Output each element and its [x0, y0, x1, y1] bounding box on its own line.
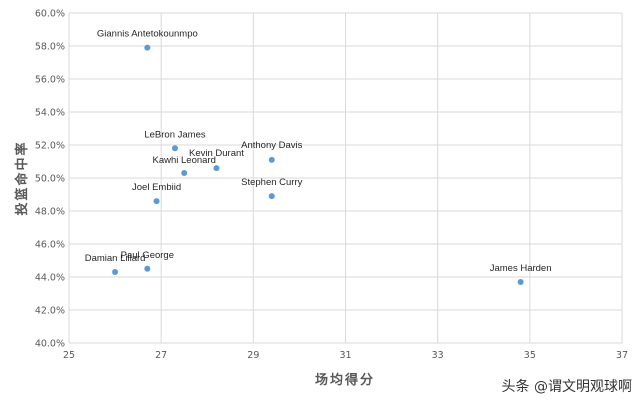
point-label: Damian Lillard — [85, 253, 146, 264]
x-axis-title: 场均得分 — [315, 372, 375, 388]
data-point — [171, 145, 178, 152]
data-point — [112, 269, 119, 276]
y-tick-label: 48.0% — [35, 207, 65, 218]
x-tick-label: 33 — [432, 350, 444, 361]
point-label: Kawhi Leonard — [153, 155, 216, 166]
point-label: James Harden — [490, 263, 552, 274]
point-label: LeBron James — [144, 129, 206, 140]
data-point — [153, 198, 160, 205]
data-point — [268, 156, 275, 163]
grid — [68, 12, 623, 344]
y-tick-label: 50.0% — [35, 174, 65, 185]
x-tick-label: 29 — [247, 350, 259, 361]
x-tick-label: 31 — [339, 350, 351, 361]
data-point — [144, 44, 151, 51]
data-point — [268, 193, 275, 200]
y-axis-ticks: 40.0% 42.0% 44.0% 46.0% 48.0% 50.0% 52.0% 54.0%… — [35, 9, 65, 350]
point-label: Stephen Curry — [241, 177, 303, 188]
point-label: Anthony Davis — [241, 140, 303, 151]
point-labels: Giannis Antetokounmpo LeBron James Anthony… — [85, 29, 552, 274]
x-axis-ticks: 25 27 29 31 33 35 37 — [63, 350, 628, 361]
y-tick-label: 54.0% — [35, 108, 65, 119]
y-tick-label: 42.0% — [35, 306, 65, 317]
data-point — [213, 165, 220, 172]
x-tick-label: 27 — [155, 350, 167, 361]
data-point — [181, 170, 188, 177]
point-label: Giannis Antetokounmpo — [97, 29, 198, 40]
y-tick-label: 44.0% — [35, 273, 65, 284]
point-label: Joel Embiid — [132, 182, 181, 193]
y-tick-label: 58.0% — [35, 42, 65, 53]
watermark: 头条 @谓文明观球啊 — [501, 379, 632, 395]
y-tick-label: 40.0% — [35, 339, 65, 350]
y-tick-label: 52.0% — [35, 141, 65, 152]
x-tick-label: 35 — [524, 350, 536, 361]
x-tick-label: 37 — [616, 350, 628, 361]
y-axis-title: 投篮命中率 — [14, 140, 30, 215]
data-point — [144, 265, 151, 272]
data-points — [112, 44, 524, 285]
y-tick-label: 60.0% — [35, 9, 65, 20]
point-label: Paul George — [121, 250, 174, 261]
x-tick-label: 25 — [63, 350, 75, 361]
y-tick-label: 56.0% — [35, 75, 65, 86]
y-tick-label: 46.0% — [35, 240, 65, 251]
point-label: Kevin Durant — [189, 148, 244, 159]
data-point — [517, 278, 524, 285]
